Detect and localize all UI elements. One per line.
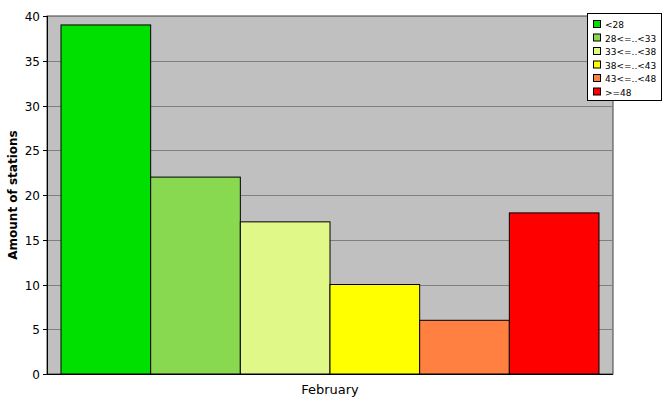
bar <box>240 222 330 374</box>
tick-mark <box>43 16 47 17</box>
category-label: February <box>301 382 359 397</box>
legend-swatch <box>594 75 601 82</box>
tick-mark <box>43 374 47 375</box>
tick-label: 30 <box>25 100 40 114</box>
legend-swatch <box>594 34 601 41</box>
legend-label: 28<=..<33 <box>605 34 656 44</box>
y-axis-label: Amount of stations <box>6 130 20 259</box>
legend: <28 28<=..<33 33<=..<38 38<=..<43 43<=..<48 >… <box>588 14 662 101</box>
tick-mark <box>43 195 47 196</box>
tick-label: 35 <box>25 55 40 69</box>
tick-mark <box>43 240 47 241</box>
grid-line <box>47 374 613 375</box>
tick-label: 10 <box>25 279 40 293</box>
tick-label: 20 <box>25 189 40 203</box>
bars <box>61 25 599 374</box>
bar <box>509 213 599 374</box>
legend-label: <28 <box>605 20 624 30</box>
tick-label: 0 <box>32 368 40 382</box>
chart: 0 5 10 15 20 25 30 35 40 February Amount of statio… <box>0 0 667 415</box>
tick-label: 25 <box>25 144 40 158</box>
legend-swatch <box>594 61 601 68</box>
tick-label: 40 <box>25 10 40 24</box>
bar <box>61 25 151 374</box>
tick-mark <box>43 61 47 62</box>
y-axis <box>47 16 48 374</box>
legend-box <box>588 14 662 101</box>
tick-mark <box>43 106 47 107</box>
legend-label: 33<=..<38 <box>605 47 657 57</box>
bar <box>151 177 241 374</box>
tick-label: 15 <box>25 234 40 248</box>
x-axis <box>47 374 613 375</box>
legend-swatch <box>594 88 601 95</box>
legend-label: 43<=..<48 <box>605 74 657 84</box>
legend-label: 38<=..<43 <box>605 61 656 71</box>
tick-mark <box>43 150 47 151</box>
tick-label: 5 <box>32 323 40 337</box>
plot-area <box>47 16 613 374</box>
tick-mark <box>43 285 47 286</box>
bar <box>420 320 510 374</box>
tick-mark <box>43 329 47 330</box>
legend-swatch <box>594 21 601 28</box>
legend-swatch <box>594 48 601 55</box>
legend-label: >=48 <box>605 88 632 98</box>
bar <box>330 285 420 375</box>
grid-line <box>47 16 613 17</box>
